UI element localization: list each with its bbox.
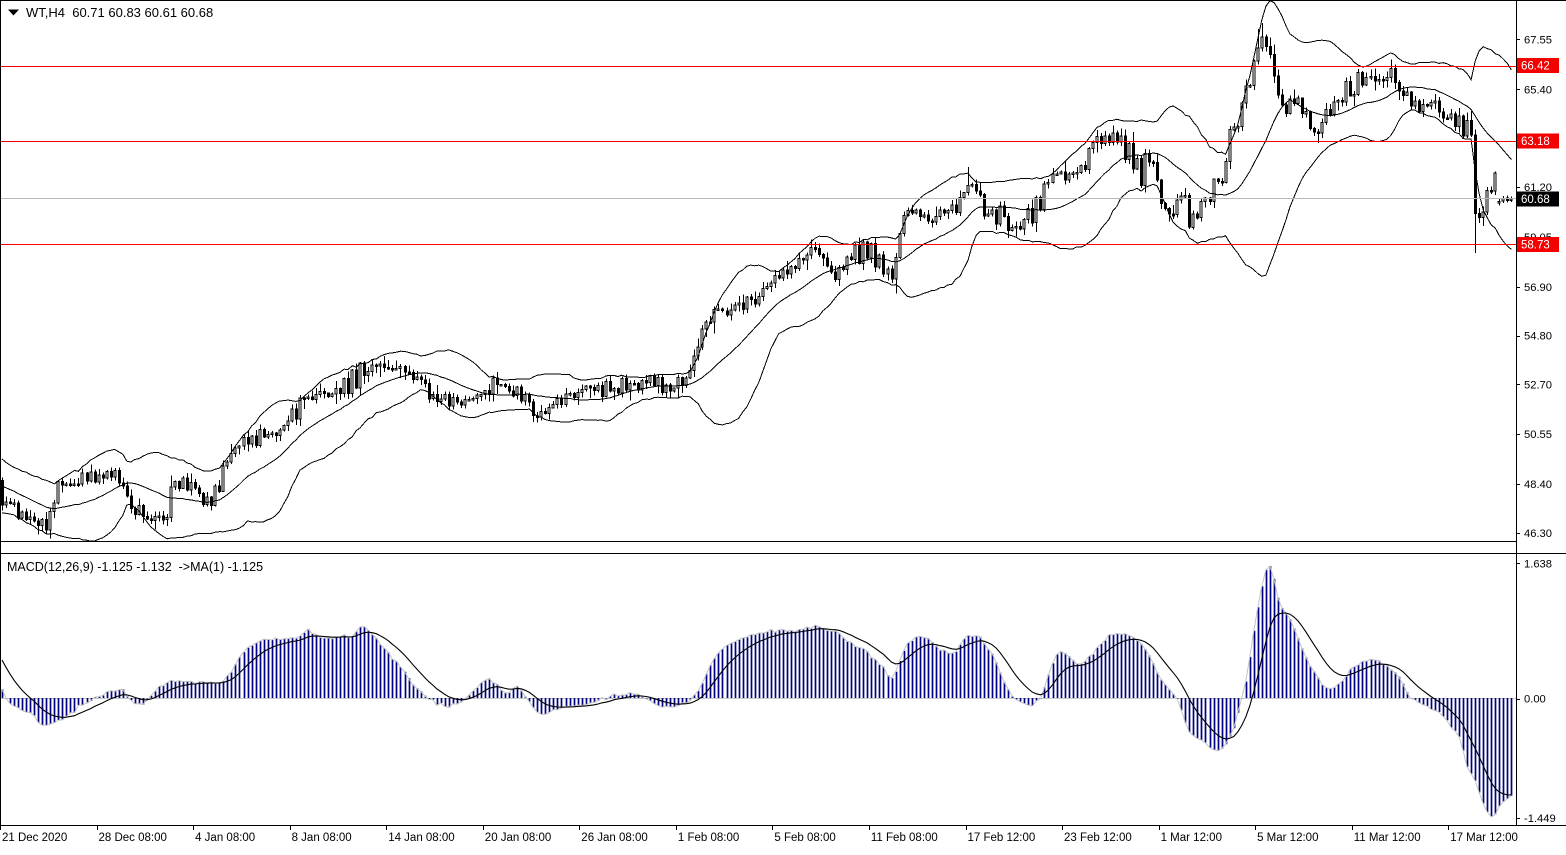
svg-text:61.20: 61.20 — [1524, 182, 1552, 194]
svg-text:66.42: 66.42 — [1521, 61, 1550, 73]
svg-text:11 Mar 12:00: 11 Mar 12:00 — [1354, 832, 1421, 844]
svg-text:26 Jan 08:00: 26 Jan 08:00 — [581, 832, 648, 844]
svg-text:1 Feb 08:00: 1 Feb 08:00 — [678, 832, 739, 844]
svg-text:48.40: 48.40 — [1524, 479, 1552, 491]
svg-text:52.70: 52.70 — [1524, 379, 1552, 391]
svg-text:1.638: 1.638 — [1524, 558, 1552, 570]
svg-text:4 Jan 08:00: 4 Jan 08:00 — [195, 832, 255, 844]
svg-text:58.73: 58.73 — [1521, 239, 1550, 251]
svg-text:63.18: 63.18 — [1521, 136, 1550, 148]
svg-text:5 Feb 08:00: 5 Feb 08:00 — [774, 832, 835, 844]
svg-text:5 Mar 12:00: 5 Mar 12:00 — [1257, 832, 1318, 844]
svg-text:56.90: 56.90 — [1524, 282, 1552, 294]
svg-text:23 Feb 12:00: 23 Feb 12:00 — [1064, 832, 1132, 844]
svg-text:50.55: 50.55 — [1524, 429, 1552, 441]
svg-text:14 Jan 08:00: 14 Jan 08:00 — [388, 832, 455, 844]
svg-text:17 Feb 12:00: 17 Feb 12:00 — [968, 832, 1036, 844]
svg-text:-1.449: -1.449 — [1524, 813, 1556, 825]
svg-text:0.00: 0.00 — [1524, 694, 1546, 706]
svg-text:65.40: 65.40 — [1524, 84, 1552, 96]
svg-text:46.30: 46.30 — [1524, 528, 1552, 540]
svg-text:1 Mar 12:00: 1 Mar 12:00 — [1161, 832, 1222, 844]
svg-text:MACD(12,26,9) -1.125 -1.132 -: MACD(12,26,9) -1.125 -1.132 ->MA(1) -1.1… — [7, 560, 263, 574]
svg-text:WT,H4 60.71 60.83 60.61 60.68: WT,H4 60.71 60.83 60.61 60.68 — [26, 5, 213, 20]
svg-text:54.80: 54.80 — [1524, 331, 1552, 343]
svg-text:28 Dec 08:00: 28 Dec 08:00 — [99, 832, 167, 844]
svg-text:60.68: 60.68 — [1521, 194, 1550, 206]
svg-text:21 Dec 2020: 21 Dec 2020 — [2, 832, 67, 844]
svg-text:11 Feb 08:00: 11 Feb 08:00 — [871, 832, 938, 844]
svg-text:17 Mar 12:00: 17 Mar 12:00 — [1450, 832, 1518, 844]
svg-text:67.55: 67.55 — [1524, 35, 1552, 47]
svg-text:8 Jan 08:00: 8 Jan 08:00 — [292, 832, 352, 844]
svg-text:20 Jan 08:00: 20 Jan 08:00 — [485, 832, 552, 844]
